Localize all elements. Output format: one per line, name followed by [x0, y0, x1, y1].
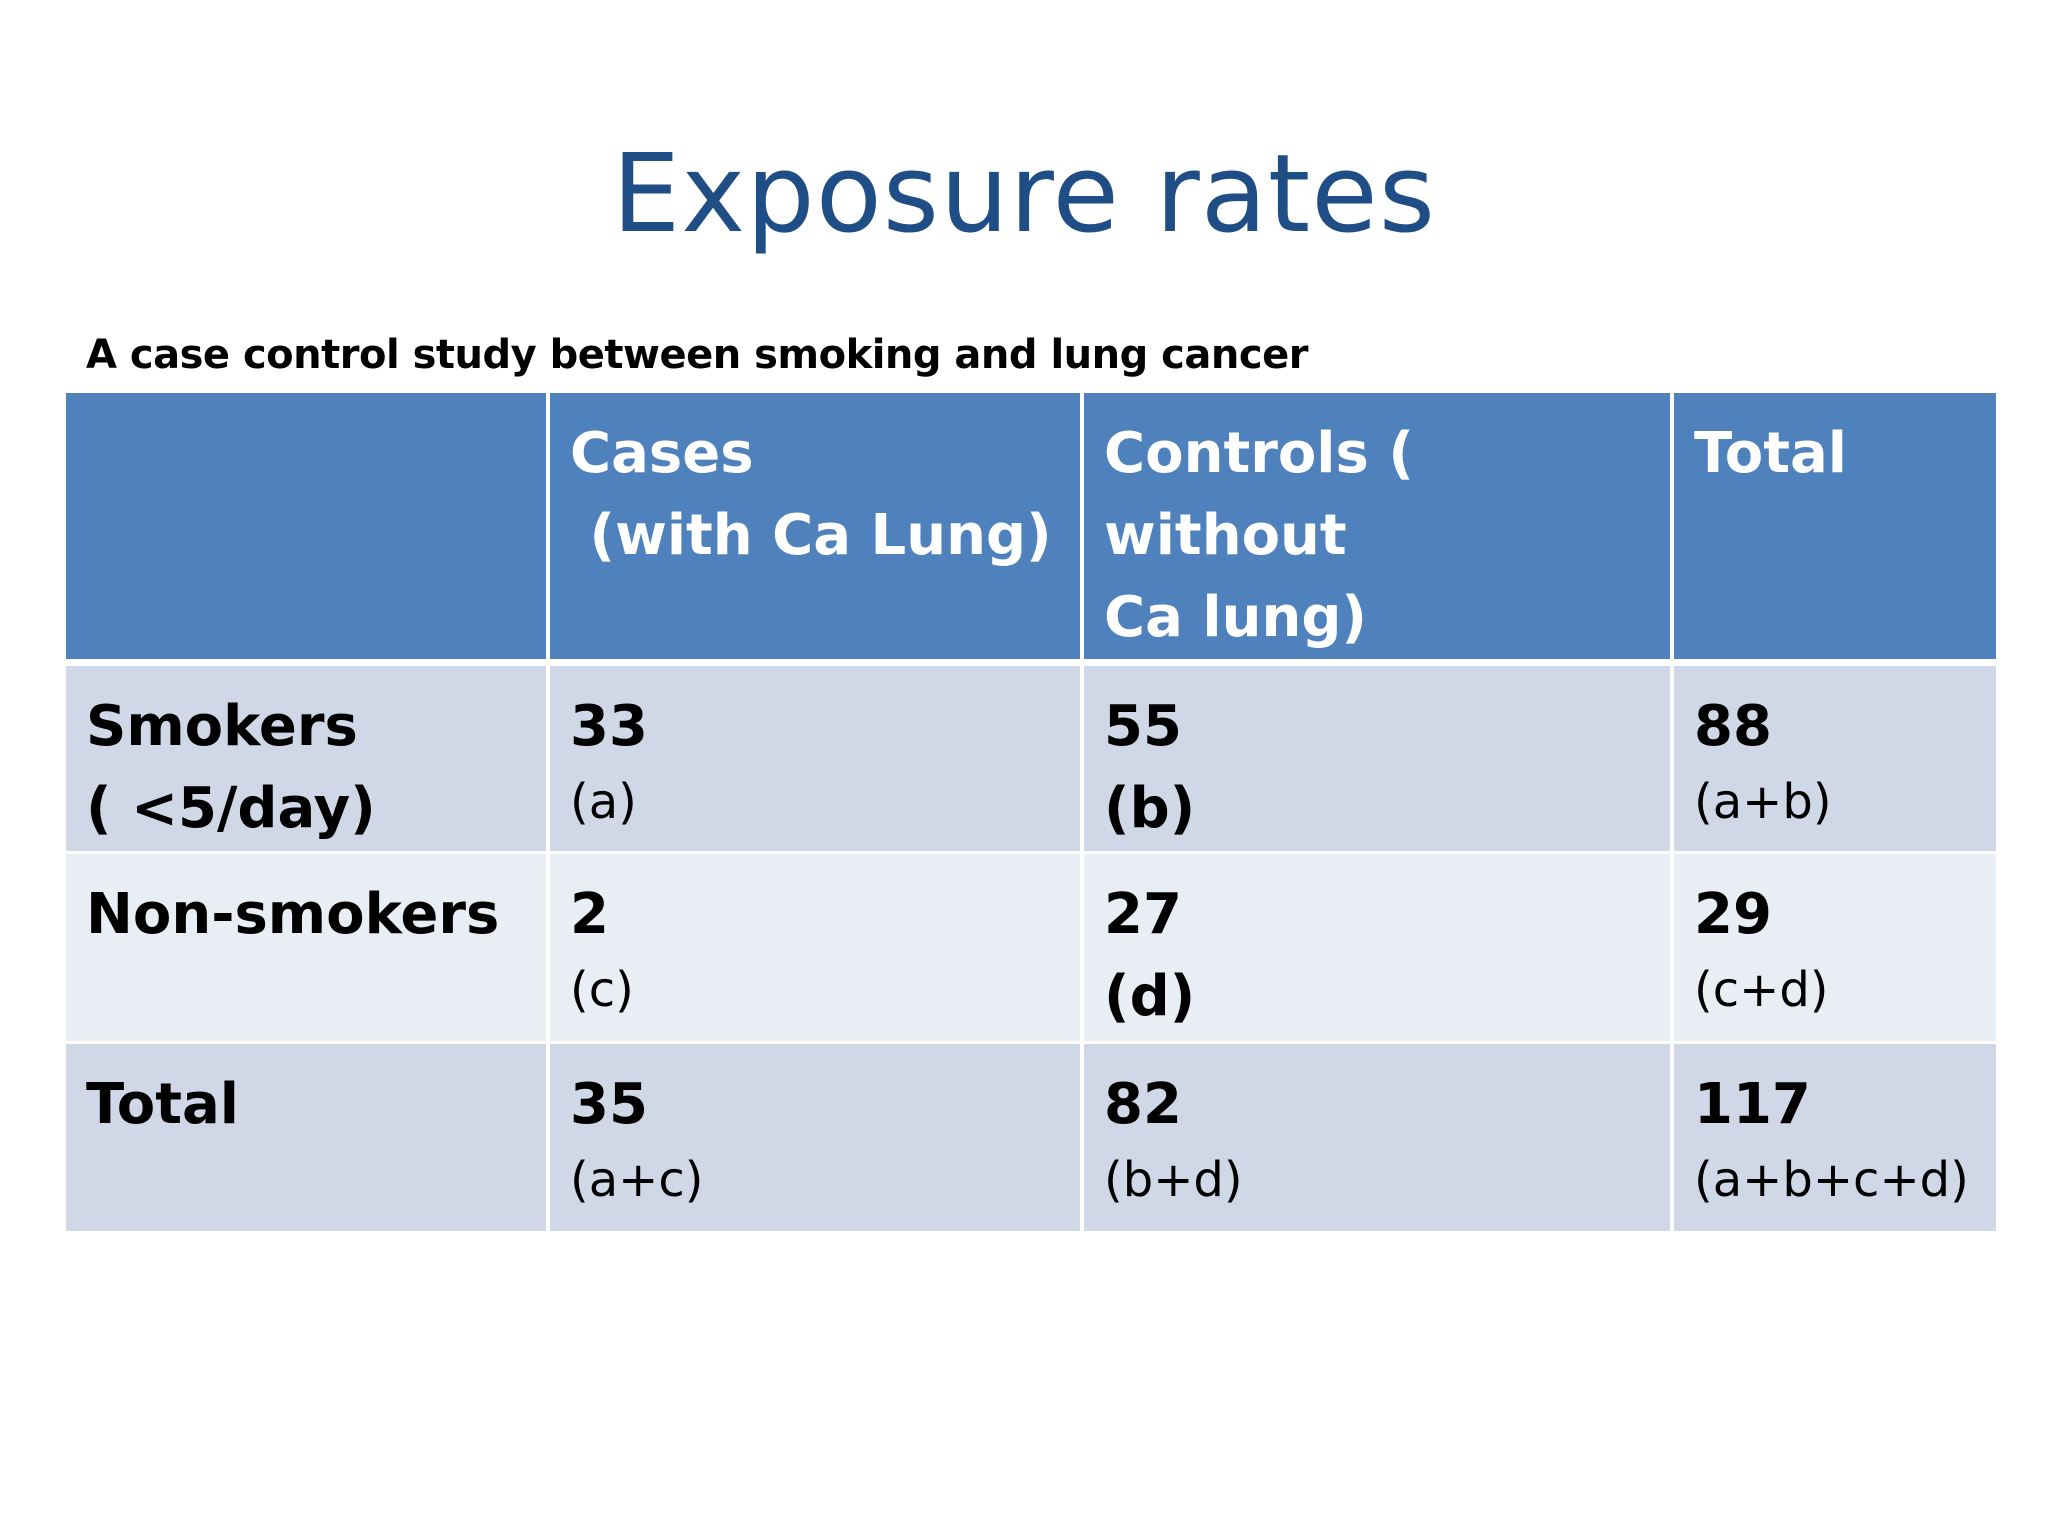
cell-cases: 33 (a)	[546, 662, 1084, 854]
row-label-line-1: Total	[86, 1072, 239, 1137]
header-line-1: Controls ( without	[1104, 421, 1414, 568]
cell-formula: (c+d)	[1694, 962, 1829, 1018]
row-label-line-1: Non-smokers	[86, 882, 500, 947]
cell-controls: 82 (b+d)	[1080, 1042, 1674, 1234]
cell-formula: (b+d)	[1104, 1152, 1243, 1208]
row-label-line-2: ( <5/day)	[86, 776, 376, 841]
cell-formula: (d)	[1104, 964, 1196, 1029]
cell-value: 55	[1104, 694, 1182, 759]
row-label-cell: Smokers ( <5/day)	[66, 662, 550, 854]
header-cell-total: Total	[1670, 393, 1996, 666]
table-header-row: Cases (with Ca Lung) Controls ( without …	[66, 393, 1996, 666]
cell-formula: (c)	[570, 962, 634, 1018]
header-line-1: Total	[1694, 421, 1847, 486]
cell-total: 29 (c+d)	[1670, 852, 1996, 1044]
cell-cases: 2 (c)	[546, 852, 1084, 1044]
cell-value: 33	[570, 694, 648, 759]
row-label-line-1: Smokers	[86, 694, 358, 759]
header-line-1: Cases	[570, 421, 754, 486]
row-label-cell: Total	[66, 1042, 550, 1234]
cell-formula: (a+b)	[1694, 774, 1832, 830]
row-label-cell: Non-smokers	[66, 852, 550, 1044]
header-line-2: Ca lung)	[1104, 585, 1367, 650]
table-caption: A case control study between smoking and…	[86, 332, 1308, 378]
slide-title: Exposure rates	[612, 132, 1436, 257]
table-row-non-smokers: Non-smokers 2 (c) 27 (d) 29 (c+d)	[66, 852, 1996, 1044]
cell-formula: (a+c)	[570, 1152, 704, 1208]
cell-total: 88 (a+b)	[1670, 662, 1996, 854]
cell-formula: (b)	[1104, 776, 1196, 841]
cell-value: 27	[1104, 882, 1182, 947]
header-line-2: (with Ca Lung)	[570, 503, 1052, 568]
header-cell-controls: Controls ( without Ca lung)	[1080, 393, 1674, 666]
cell-value: 82	[1104, 1072, 1182, 1137]
cell-controls: 55 (b)	[1080, 662, 1674, 854]
header-cell-cases: Cases (with Ca Lung)	[546, 393, 1084, 666]
cell-controls: 27 (d)	[1080, 852, 1674, 1044]
header-cell-empty	[66, 393, 550, 666]
cell-value: 117	[1694, 1072, 1811, 1137]
cell-total: 117 (a+b+c+d)	[1670, 1042, 1996, 1234]
cell-value: 29	[1694, 882, 1772, 947]
cell-cases: 35 (a+c)	[546, 1042, 1084, 1234]
exposure-table: Cases (with Ca Lung) Controls ( without …	[66, 393, 1996, 1234]
cell-value: 35	[570, 1072, 648, 1137]
table-row-smokers: Smokers ( <5/day) 33 (a) 55 (b) 88 (a+b)	[66, 662, 1996, 854]
cell-formula: (a)	[570, 774, 637, 830]
table-row-total: Total 35 (a+c) 82 (b+d) 117 (a+b+c+d)	[66, 1042, 1996, 1234]
cell-formula: (a+b+c+d)	[1694, 1152, 1969, 1208]
cell-value: 2	[570, 882, 609, 947]
cell-value: 88	[1694, 694, 1772, 759]
